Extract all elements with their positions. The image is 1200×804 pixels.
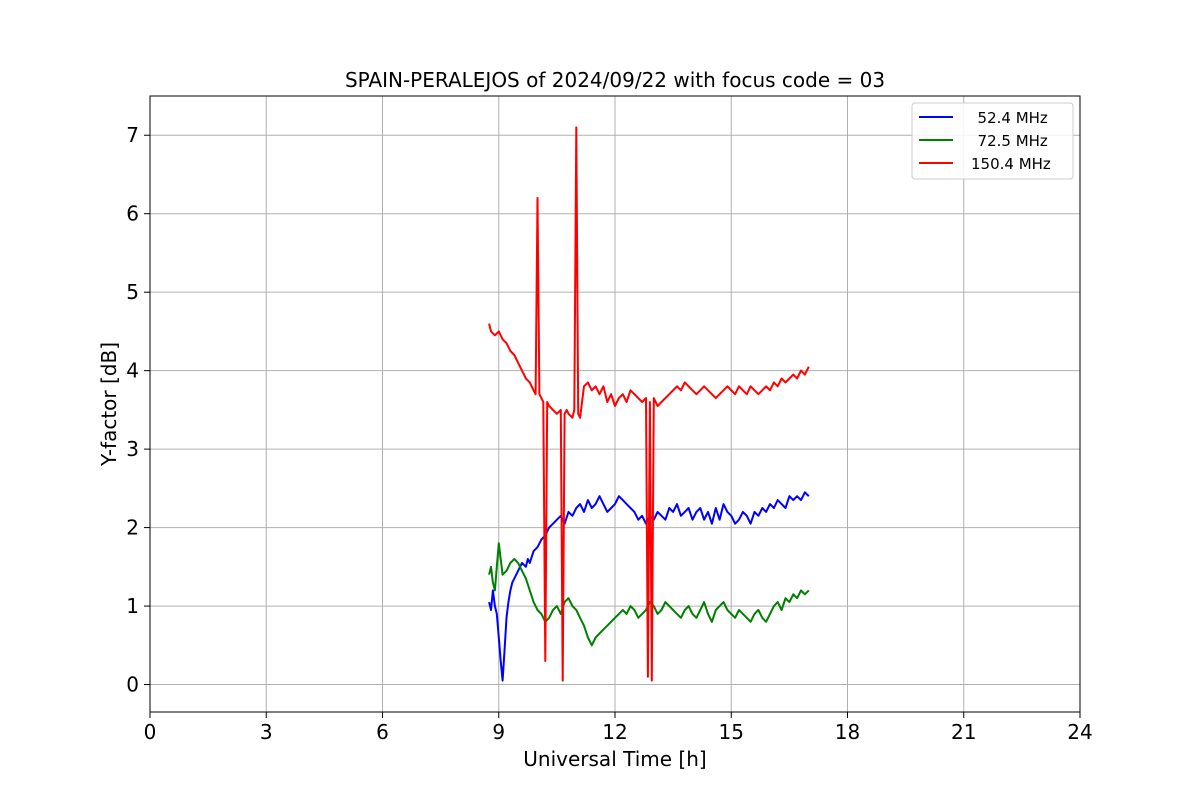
x-tick-label: 6: [376, 720, 389, 744]
x-tick-label: 12: [602, 720, 627, 744]
y-tick-label: 3: [126, 437, 139, 461]
legend: 52.4 MHz 72.5 MHz 150.4 MHz: [911, 102, 1074, 180]
y-tick-label: 6: [126, 202, 139, 226]
y-tick-label: 1: [126, 594, 139, 618]
chart-title: SPAIN-PERALEJOS of 2024/09/22 with focus…: [345, 68, 885, 92]
y-tick-label: 0: [126, 673, 139, 697]
y-tick-label: 4: [126, 359, 139, 383]
y-tick-label: 7: [126, 123, 139, 147]
legend-box: [911, 102, 1074, 180]
y-axis-label: Y-factor [dB]: [97, 342, 121, 467]
y-tick-label: 5: [126, 280, 139, 304]
x-tick-label: 18: [835, 720, 860, 744]
series-line-52-4-mhz: [488, 491, 810, 682]
x-axis-label: Universal Time [h]: [523, 747, 706, 771]
x-tick-label: 21: [951, 720, 976, 744]
legend-label-150-4-mhz: 150.4 MHz: [971, 155, 1051, 173]
x-tick-label: 9: [492, 720, 505, 744]
x-tick-label: 0: [144, 720, 157, 744]
legend-label-72-5-mhz: 72.5 MHz: [968, 132, 1048, 150]
x-tick-label: 24: [1067, 720, 1092, 744]
series-line-150-4-mhz: [488, 126, 810, 682]
series-line-72-5-mhz: [488, 542, 810, 647]
x-tick-label: 15: [719, 720, 744, 744]
y-tick-label: 2: [126, 516, 139, 540]
legend-label-52-4-mhz: 52.4 MHz: [968, 109, 1048, 127]
x-tick-label: 3: [260, 720, 273, 744]
series-layer: [488, 126, 810, 682]
